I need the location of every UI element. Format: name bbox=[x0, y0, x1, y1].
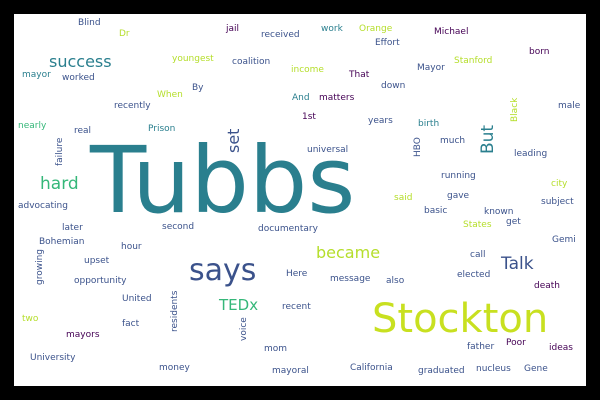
word-running: running bbox=[441, 171, 476, 181]
word-gene: Gene bbox=[524, 364, 548, 374]
word-born: born bbox=[529, 47, 550, 57]
word-mayors: mayors bbox=[66, 330, 100, 340]
word-fact: fact bbox=[122, 319, 140, 329]
word-down: down bbox=[381, 81, 406, 91]
word-ideas: ideas bbox=[549, 343, 573, 353]
word-much: much bbox=[440, 136, 466, 146]
word-states: States bbox=[463, 220, 492, 230]
word-message: message bbox=[330, 274, 371, 284]
word-mom: mom bbox=[264, 344, 288, 354]
word-and: And bbox=[292, 93, 310, 103]
word-subject: subject bbox=[541, 197, 574, 207]
word-worked: worked bbox=[62, 73, 95, 83]
word-success: success bbox=[49, 52, 112, 71]
word-cloud-canvas: Tubbs Stockton says success hard became … bbox=[14, 14, 586, 386]
word-california: California bbox=[350, 363, 393, 373]
word-father: father bbox=[467, 342, 495, 352]
word-upset: upset bbox=[84, 256, 110, 266]
word-prison: Prison bbox=[148, 124, 176, 134]
word-years: years bbox=[368, 116, 393, 126]
word-recent: recent bbox=[282, 302, 311, 312]
word-black: Black bbox=[510, 97, 520, 122]
word-basic: basic bbox=[424, 206, 448, 216]
word-known: known bbox=[484, 207, 514, 217]
word-hard: hard bbox=[40, 174, 79, 194]
word-real: real bbox=[74, 126, 92, 136]
word-birth: birth bbox=[418, 119, 440, 129]
word-also: also bbox=[386, 276, 405, 286]
word-hbo: HBO bbox=[413, 137, 423, 157]
word-nucleus: nucleus bbox=[476, 364, 511, 374]
word-residents: residents bbox=[170, 290, 180, 332]
word-university: University bbox=[30, 353, 76, 363]
word-opportunity: opportunity bbox=[74, 276, 127, 286]
word-mayor-cap: Mayor bbox=[417, 63, 445, 73]
word-that: That bbox=[349, 70, 370, 80]
word-get: get bbox=[506, 217, 521, 227]
word-set: set bbox=[224, 128, 243, 153]
word-jail: jail bbox=[226, 24, 240, 34]
word-says: says bbox=[189, 253, 257, 288]
word-advocating: advocating bbox=[18, 201, 68, 211]
word-here: Here bbox=[286, 269, 308, 279]
word-orange: Orange bbox=[359, 24, 393, 34]
word-tedx: TEDx bbox=[219, 296, 259, 314]
word-universal: universal bbox=[307, 145, 349, 155]
word-work: work bbox=[321, 24, 343, 34]
word-second: second bbox=[162, 222, 195, 232]
word-stanford: Stanford bbox=[454, 56, 493, 66]
word-poor: Poor bbox=[506, 338, 526, 348]
word-received: received bbox=[261, 30, 300, 40]
word-voice: voice bbox=[239, 317, 249, 341]
word-effort: Effort bbox=[375, 38, 400, 48]
word-male: male bbox=[558, 101, 581, 111]
word-later: later bbox=[62, 223, 83, 233]
word-gave: gave bbox=[447, 191, 470, 201]
word-growing: growing bbox=[35, 249, 45, 285]
word-money: money bbox=[159, 363, 190, 373]
word-stockton: Stockton bbox=[372, 296, 549, 342]
word-tubbs: Tubbs bbox=[90, 127, 356, 234]
word-gemi: Gemi bbox=[552, 235, 576, 245]
word-income: income bbox=[291, 65, 324, 75]
word-blind: Blind bbox=[78, 18, 101, 28]
word-united: United bbox=[122, 294, 152, 304]
word-dr: Dr bbox=[119, 29, 130, 39]
word-recently: recently bbox=[114, 101, 151, 111]
word-call: call bbox=[470, 250, 486, 260]
word-when: When bbox=[157, 90, 183, 100]
word-by: By bbox=[192, 83, 204, 93]
word-michael: Michael bbox=[434, 27, 469, 37]
word-city: city bbox=[551, 179, 568, 189]
word-1st: 1st bbox=[302, 112, 316, 122]
word-became: became bbox=[316, 243, 381, 262]
word-mayor: mayor bbox=[22, 70, 51, 80]
word-matters: matters bbox=[319, 93, 355, 103]
word-nearly: nearly bbox=[18, 121, 47, 131]
word-failure: failure bbox=[55, 137, 65, 166]
word-graduated: graduated bbox=[418, 366, 465, 376]
word-death: death bbox=[534, 281, 560, 291]
word-talk: Talk bbox=[501, 254, 534, 274]
word-youngest: youngest bbox=[172, 54, 214, 64]
word-hour: hour bbox=[121, 242, 142, 252]
word-documentary: documentary bbox=[258, 224, 318, 234]
word-bohemian: Bohemian bbox=[39, 237, 85, 247]
word-elected: elected bbox=[457, 270, 491, 280]
word-coalition: coalition bbox=[232, 57, 271, 67]
word-two: two bbox=[22, 314, 39, 324]
word-but: But bbox=[478, 124, 498, 154]
word-leading: leading bbox=[514, 149, 548, 159]
word-mayoral: mayoral bbox=[272, 366, 309, 376]
word-said: said bbox=[394, 193, 413, 203]
